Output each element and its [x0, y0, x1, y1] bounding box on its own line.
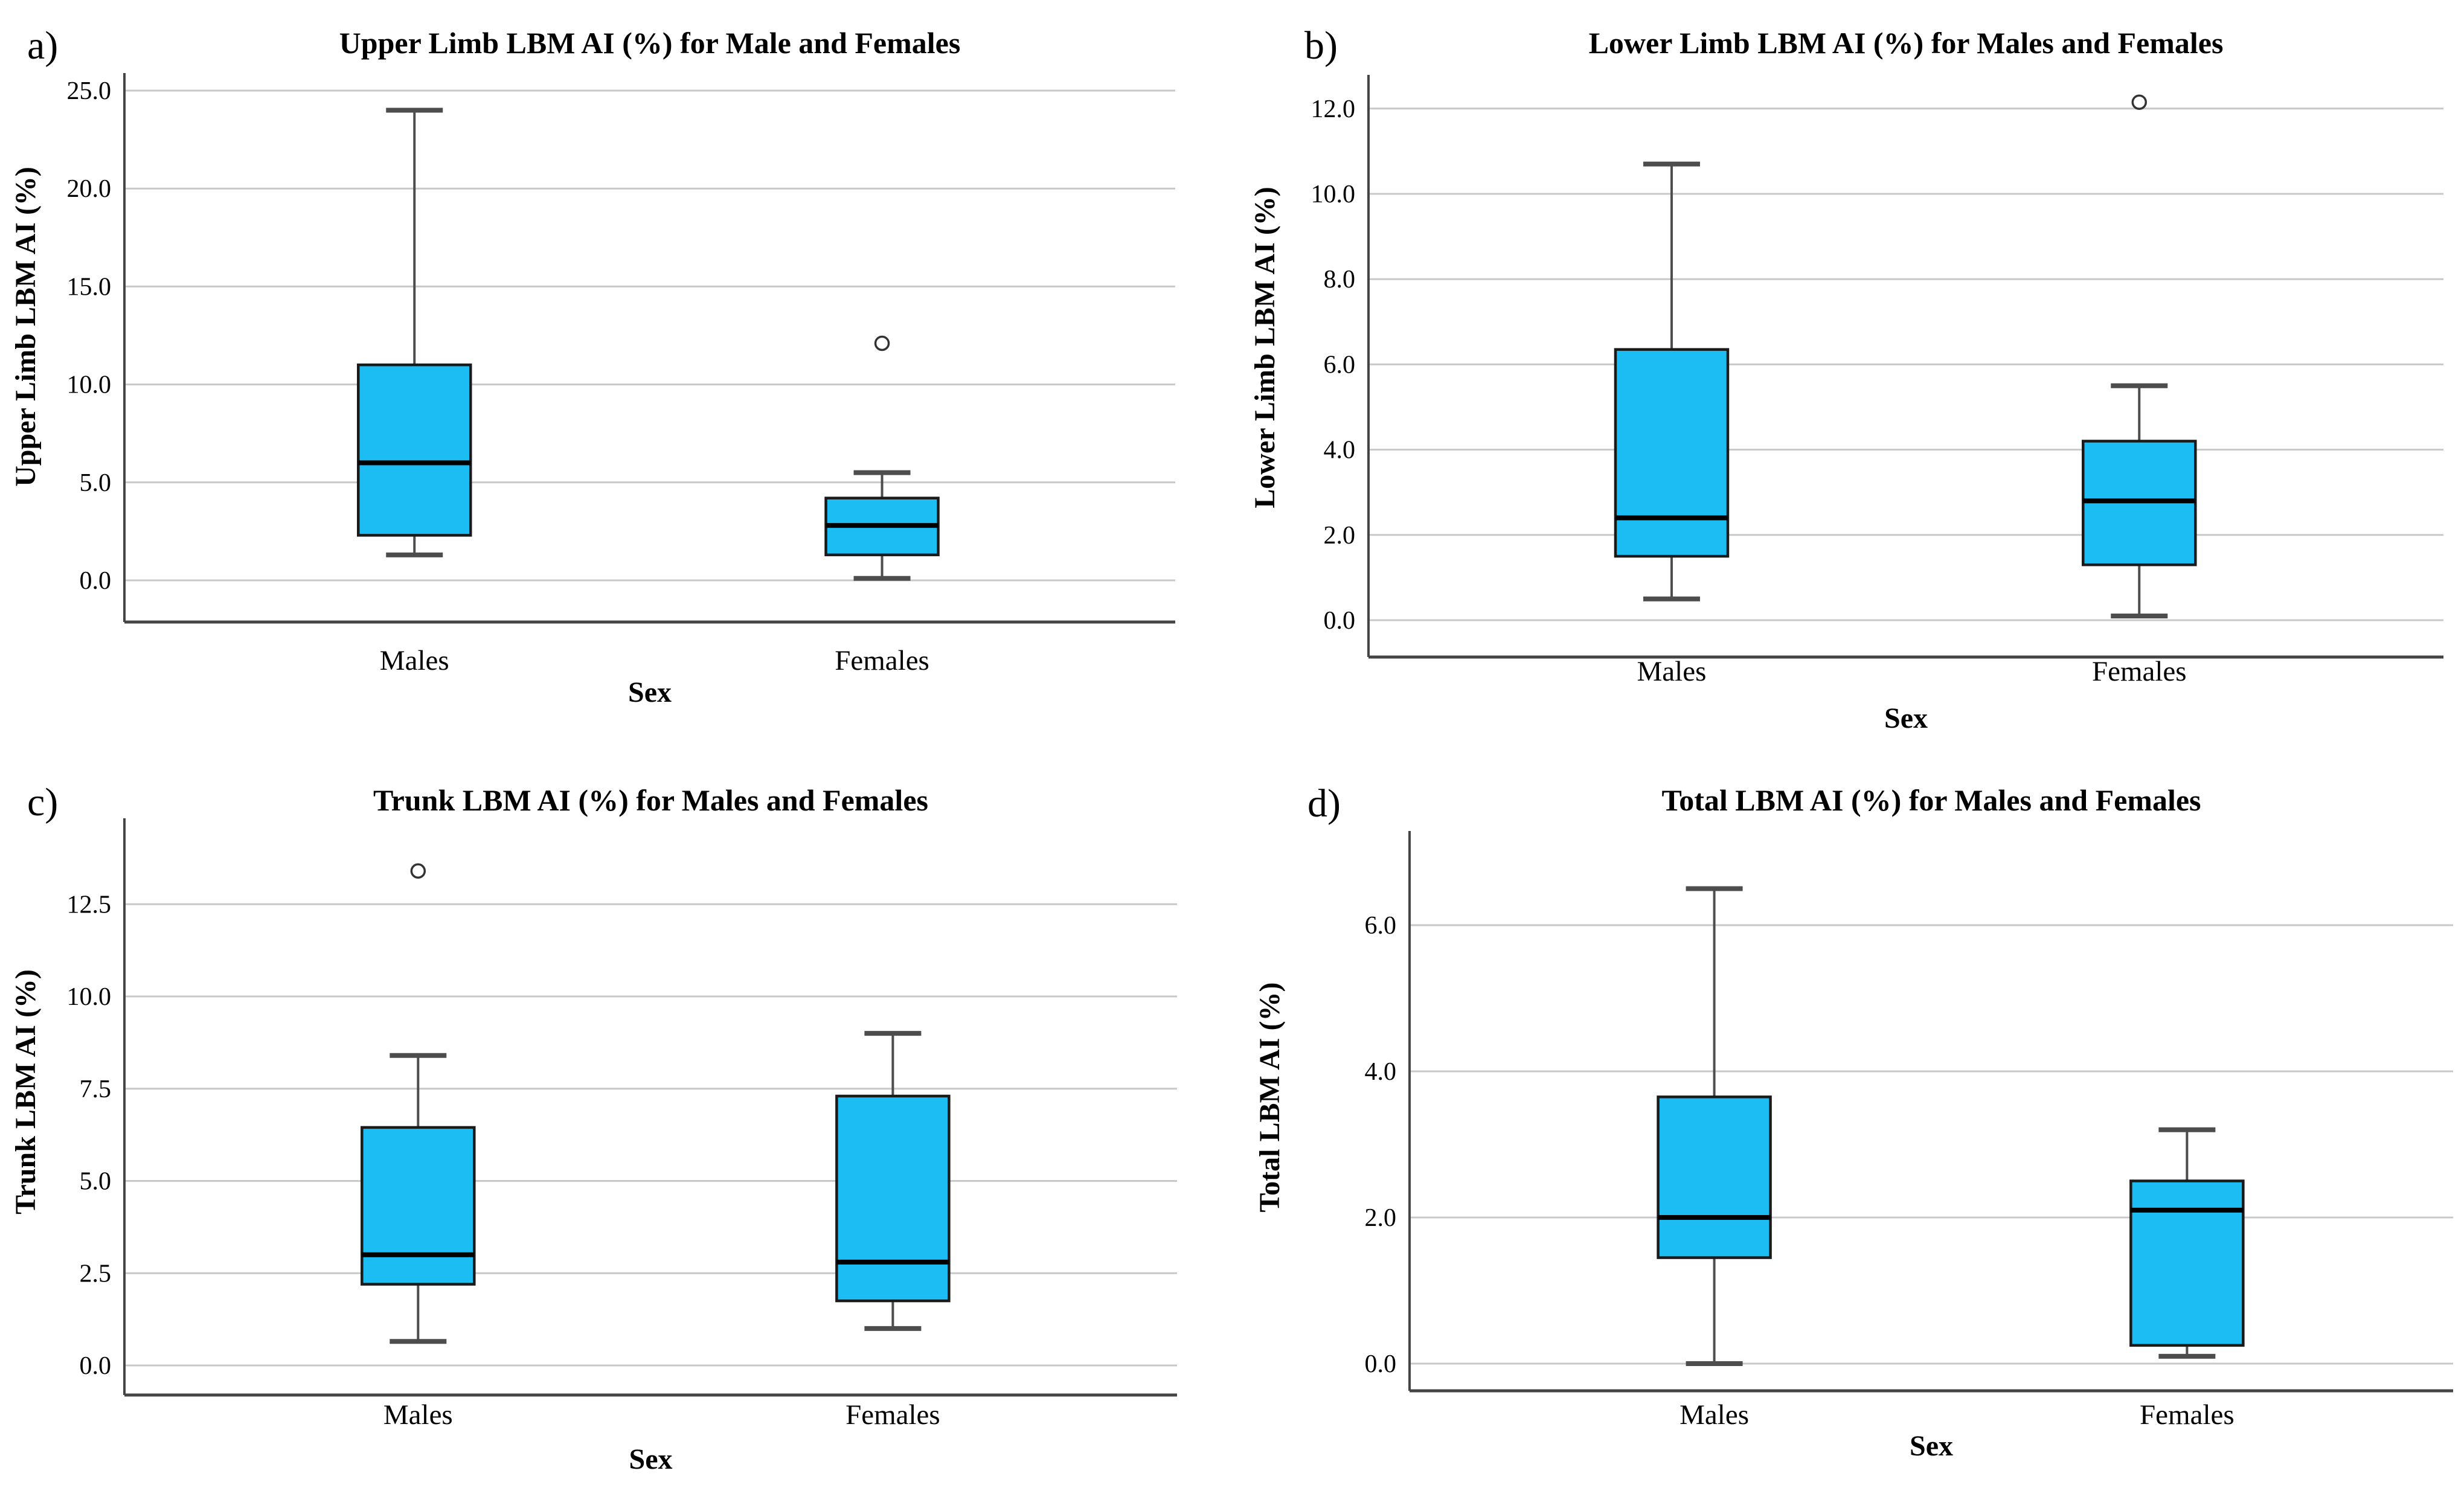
panel-letter: d) — [1307, 781, 1341, 826]
category-label-males: Males — [383, 1399, 453, 1431]
y-tick-label-10.0: 10.0 — [67, 983, 112, 1011]
category-label-males: Males — [380, 645, 449, 676]
y-tick-label-2.5: 2.5 — [80, 1260, 112, 1288]
outlier-point — [2131, 94, 2148, 110]
y-tick-label-2.0: 2.0 — [1365, 1204, 1397, 1232]
y-tick-label-5.0: 5.0 — [80, 469, 112, 497]
iqr-box — [1614, 348, 1730, 558]
y-tick-label-0.0: 0.0 — [80, 567, 112, 595]
boxplot-lower-limb: 0.0 2.0 4.0 6.0 8.0 10.0 12.0 Males Females Lower… — [1249, 24, 2443, 734]
category-label-males: Males — [1637, 656, 1707, 687]
y-tick-label-25.0: 25.0 — [67, 77, 112, 105]
y-tick-label-2.0: 2.0 — [1324, 522, 1356, 550]
iqr-box — [1657, 1095, 1772, 1259]
panel-c: 0.0 2.5 5.0 7.5 10.0 12.5 Males Females Trunk LB… — [0, 743, 1232, 1485]
y-tick-label-4.0: 4.0 — [1324, 437, 1356, 464]
y-tick-label-0.0: 0.0 — [80, 1352, 112, 1380]
category-label-females: Females — [845, 1399, 940, 1431]
y-tick-label-5.0: 5.0 — [80, 1168, 112, 1196]
y-tick-label-7.5: 7.5 — [80, 1076, 112, 1103]
y-axis-title: Trunk LBM AI (%) — [10, 969, 42, 1214]
chart-title: Upper Limb LBM AI (%) for Male and Femal… — [339, 26, 961, 60]
category-label-females: Females — [2140, 1399, 2235, 1431]
boxplot-trunk: 0.0 2.5 5.0 7.5 10.0 12.5 Males Females Trunk LB… — [10, 780, 1177, 1475]
y-tick-label-8.0: 8.0 — [1324, 266, 1356, 293]
box-females — [824, 335, 940, 581]
box-females — [835, 1031, 951, 1331]
y-tick-label-10.0: 10.0 — [1311, 181, 1356, 208]
y-tick-label-0.0: 0.0 — [1324, 607, 1356, 635]
box-males — [1657, 886, 1772, 1366]
y-axis-title: Lower Limb LBM AI (%) — [1249, 187, 1281, 508]
y-tick-label-12.0: 12.0 — [1311, 95, 1356, 123]
y-axis-title: Total LBM AI (%) — [1254, 983, 1286, 1213]
box-males — [1614, 161, 1730, 601]
panel-letter: b) — [1304, 24, 1338, 68]
y-tick-label-0.0: 0.0 — [1365, 1350, 1397, 1378]
box-females — [2082, 94, 2197, 618]
chart-title: Total LBM AI (%) for Males and Females — [1661, 783, 2201, 817]
y-tick-label-6.0: 6.0 — [1365, 912, 1397, 940]
iqr-box — [356, 363, 472, 537]
chart-title: Lower Limb LBM AI (%) for Males and Fema… — [1589, 26, 2224, 60]
panel-letter: a) — [27, 24, 58, 68]
panel-a: 0.0 5.0 10.0 15.0 20.0 25.0 Males Females Upper … — [0, 0, 1232, 743]
y-tick-label-4.0: 4.0 — [1365, 1058, 1397, 1086]
chart-title: Trunk LBM AI (%) for Males and Females — [373, 783, 928, 817]
x-axis-title: Sex — [1884, 702, 1928, 734]
iqr-box — [835, 1094, 951, 1303]
y-axis-title: Upper Limb LBM AI (%) — [10, 167, 42, 487]
outlier-point — [874, 335, 890, 351]
y-tick-label-6.0: 6.0 — [1324, 351, 1356, 379]
x-axis-title: Sex — [629, 1443, 673, 1475]
x-axis-title: Sex — [1910, 1430, 1953, 1462]
box-males — [356, 107, 472, 557]
panel-b: 0.0 2.0 4.0 6.0 8.0 10.0 12.0 Males Females Lower… — [1232, 0, 2464, 743]
outlier-point — [410, 863, 426, 879]
box-males — [361, 863, 476, 1344]
box-females — [2129, 1127, 2245, 1359]
y-tick-label-12.5: 12.5 — [67, 891, 112, 919]
iqr-box — [2129, 1179, 2245, 1347]
x-axis-title: Sex — [628, 676, 672, 708]
y-tick-label-10.0: 10.0 — [67, 371, 112, 399]
category-label-males: Males — [1680, 1399, 1749, 1431]
y-tick-label-20.0: 20.0 — [67, 175, 112, 203]
boxplot-total: 0.0 2.0 4.0 6.0 Males Females Total LBM AI (%)… — [1254, 781, 2453, 1462]
y-tick-label-15.0: 15.0 — [67, 273, 112, 301]
panel-letter: c) — [27, 780, 58, 824]
boxplot-upper-limb: 0.0 5.0 10.0 15.0 20.0 25.0 Males Females Upper … — [10, 24, 1175, 708]
iqr-box — [361, 1126, 476, 1286]
category-label-females: Females — [835, 645, 929, 676]
category-label-females: Females — [2092, 656, 2187, 687]
panel-d: 0.0 2.0 4.0 6.0 Males Females Total LBM AI (%)… — [1232, 743, 2464, 1485]
